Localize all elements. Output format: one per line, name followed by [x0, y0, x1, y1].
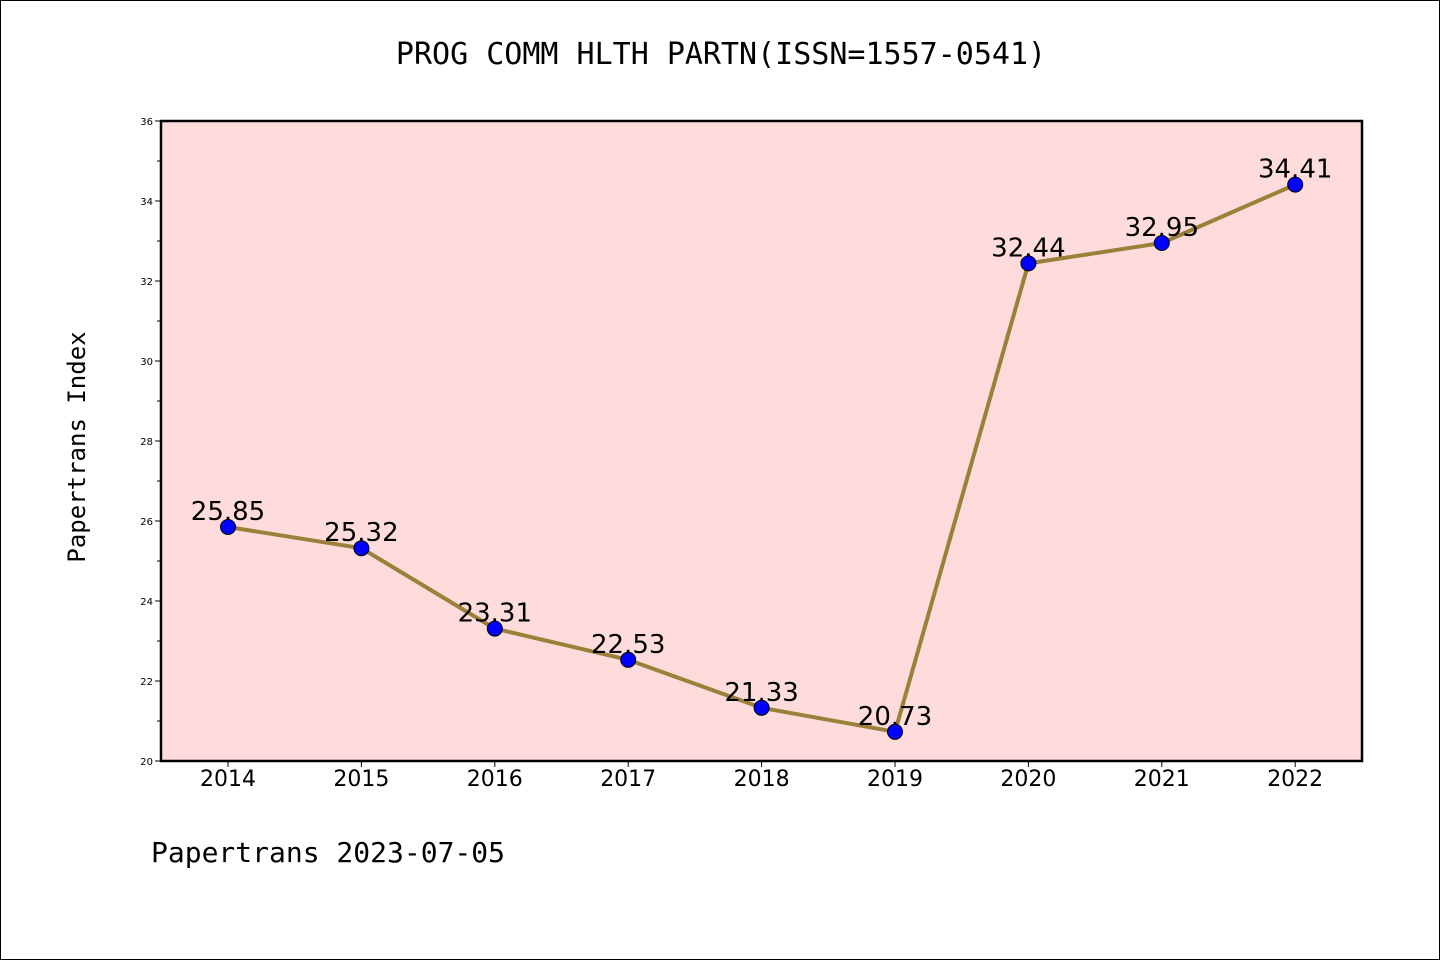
data-label: 32.95 — [1125, 213, 1199, 243]
data-label: 20.73 — [858, 702, 932, 732]
data-label: 25.85 — [191, 497, 265, 527]
x-tick-label: 2014 — [200, 767, 256, 792]
y-tick-label: 24 — [140, 597, 153, 608]
data-point — [353, 540, 370, 557]
data-label: 34.41 — [1258, 155, 1332, 185]
data-label: 32.44 — [991, 233, 1065, 263]
chart-title: PROG COMM HLTH PARTN(ISSN=1557-0541) — [395, 37, 1047, 72]
x-axis: 2014 2015 2016 2017 2018 2019 2020 2021 2022 — [200, 761, 1323, 792]
data-label: 21.33 — [724, 678, 798, 708]
y-tick-label: 22 — [140, 677, 153, 688]
x-tick-label: 2020 — [1000, 767, 1056, 792]
y-tick-label: 30 — [140, 357, 153, 368]
y-tick-label: 26 — [140, 517, 153, 528]
x-tick-label: 2016 — [467, 767, 523, 792]
series-layer — [220, 176, 1304, 740]
plot-area — [159, 119, 1364, 763]
x-tick-label: 2015 — [333, 767, 389, 792]
y-tick-label: 36 — [140, 117, 153, 128]
data-point — [887, 723, 903, 740]
data-point — [1153, 235, 1170, 251]
data-labels: 25.85 25.32 23.31 22.53 21.33 20.73 32.44 32.95… — [191, 155, 1333, 732]
x-tick-label: 2021 — [1134, 767, 1190, 792]
x-tick-label: 2019 — [867, 767, 923, 792]
y-axis: 20 22 24 26 28 30 32 34 36 — [140, 117, 161, 768]
data-point — [220, 519, 236, 535]
data-point — [620, 651, 637, 668]
data-label: 22.53 — [591, 630, 665, 660]
x-tick-label: 2018 — [734, 767, 790, 792]
data-point — [486, 620, 503, 637]
footer-source: Papertrans 2023-07-05 — [151, 836, 506, 869]
x-tick-label: 2022 — [1267, 767, 1323, 792]
data-point — [1287, 176, 1304, 193]
data-point — [753, 699, 770, 716]
y-tick-label: 20 — [140, 757, 153, 768]
x-tick-label: 2017 — [600, 767, 656, 792]
y-tick-label: 28 — [140, 437, 153, 448]
data-label: 23.31 — [458, 599, 532, 629]
y-tick-label: 32 — [140, 277, 153, 288]
data-point — [1020, 255, 1037, 272]
y-tick-label: 34 — [140, 197, 153, 208]
data-label: 25.32 — [324, 518, 398, 548]
